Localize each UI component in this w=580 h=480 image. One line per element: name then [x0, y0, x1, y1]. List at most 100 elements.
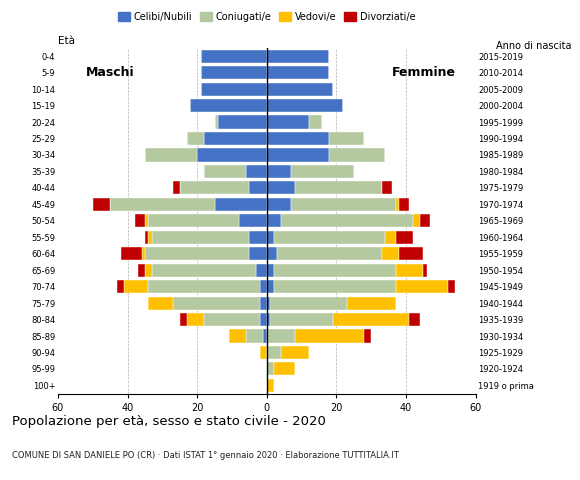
- Bar: [201, 66, 267, 79]
- Bar: [201, 83, 267, 96]
- Text: COMUNE DI SAN DANIELE PO (CR) · Dati ISTAT 1° gennaio 2020 · Elaborazione TUTTIT: COMUNE DI SAN DANIELE PO (CR) · Dati IST…: [12, 451, 398, 460]
- Bar: [267, 264, 274, 277]
- Bar: [267, 198, 291, 211]
- Bar: [148, 297, 173, 310]
- Bar: [260, 297, 267, 310]
- Bar: [274, 231, 385, 244]
- Bar: [291, 198, 396, 211]
- Bar: [152, 264, 256, 277]
- Bar: [260, 313, 267, 326]
- Bar: [385, 231, 396, 244]
- Bar: [309, 116, 322, 129]
- Bar: [281, 214, 413, 228]
- Bar: [246, 165, 267, 178]
- Bar: [148, 280, 260, 293]
- Bar: [409, 313, 420, 326]
- Bar: [190, 99, 267, 112]
- Bar: [267, 181, 295, 194]
- Bar: [124, 280, 148, 293]
- Bar: [267, 346, 281, 359]
- Text: Anno di nascita: Anno di nascita: [496, 41, 571, 51]
- Bar: [204, 165, 246, 178]
- Text: Età: Età: [58, 36, 75, 47]
- Bar: [263, 329, 267, 343]
- Bar: [396, 280, 448, 293]
- Bar: [145, 231, 148, 244]
- Bar: [145, 264, 152, 277]
- Bar: [256, 264, 267, 277]
- Bar: [180, 181, 249, 194]
- Bar: [270, 297, 347, 310]
- Bar: [267, 165, 291, 178]
- Bar: [142, 247, 145, 260]
- Bar: [267, 99, 343, 112]
- Bar: [277, 247, 382, 260]
- Bar: [215, 116, 218, 129]
- Bar: [187, 313, 204, 326]
- Bar: [399, 247, 423, 260]
- Bar: [267, 313, 270, 326]
- Bar: [135, 214, 145, 228]
- Bar: [274, 280, 396, 293]
- Bar: [110, 198, 215, 211]
- Bar: [396, 264, 423, 277]
- Bar: [267, 297, 270, 310]
- Bar: [180, 313, 187, 326]
- Bar: [281, 346, 309, 359]
- Bar: [267, 83, 333, 96]
- Bar: [152, 231, 249, 244]
- Bar: [145, 247, 249, 260]
- Bar: [267, 362, 274, 375]
- Bar: [382, 247, 399, 260]
- Bar: [148, 214, 239, 228]
- Bar: [364, 329, 371, 343]
- Text: Maschi: Maschi: [86, 66, 135, 79]
- Bar: [145, 148, 197, 162]
- Bar: [329, 132, 364, 145]
- Bar: [267, 247, 277, 260]
- Bar: [274, 264, 396, 277]
- Bar: [148, 231, 152, 244]
- Bar: [218, 116, 267, 129]
- Bar: [246, 329, 263, 343]
- Bar: [382, 181, 392, 194]
- Bar: [267, 231, 274, 244]
- Bar: [204, 132, 267, 145]
- Bar: [138, 264, 145, 277]
- Bar: [347, 297, 396, 310]
- Legend: Celibi/Nubili, Coniugati/e, Vedovi/e, Divorziati/e: Celibi/Nubili, Coniugati/e, Vedovi/e, Di…: [114, 8, 419, 26]
- Bar: [448, 280, 455, 293]
- Bar: [267, 214, 281, 228]
- Bar: [229, 329, 246, 343]
- Bar: [399, 198, 409, 211]
- Bar: [267, 280, 274, 293]
- Bar: [396, 198, 399, 211]
- Bar: [329, 148, 385, 162]
- Bar: [267, 329, 295, 343]
- Bar: [267, 66, 329, 79]
- Bar: [117, 280, 124, 293]
- Bar: [291, 165, 354, 178]
- Bar: [396, 231, 413, 244]
- Bar: [204, 313, 260, 326]
- Text: Femmine: Femmine: [392, 66, 455, 79]
- Text: Popolazione per età, sesso e stato civile - 2020: Popolazione per età, sesso e stato civil…: [12, 415, 325, 428]
- Bar: [201, 49, 267, 63]
- Bar: [333, 313, 409, 326]
- Bar: [267, 132, 329, 145]
- Bar: [267, 379, 274, 392]
- Bar: [173, 181, 180, 194]
- Bar: [121, 247, 142, 260]
- Bar: [267, 49, 329, 63]
- Bar: [274, 362, 295, 375]
- Bar: [295, 181, 382, 194]
- Bar: [145, 214, 148, 228]
- Bar: [260, 346, 267, 359]
- Bar: [420, 214, 430, 228]
- Bar: [249, 247, 267, 260]
- Bar: [239, 214, 267, 228]
- Bar: [173, 297, 260, 310]
- Bar: [295, 329, 364, 343]
- Bar: [413, 214, 420, 228]
- Bar: [215, 198, 267, 211]
